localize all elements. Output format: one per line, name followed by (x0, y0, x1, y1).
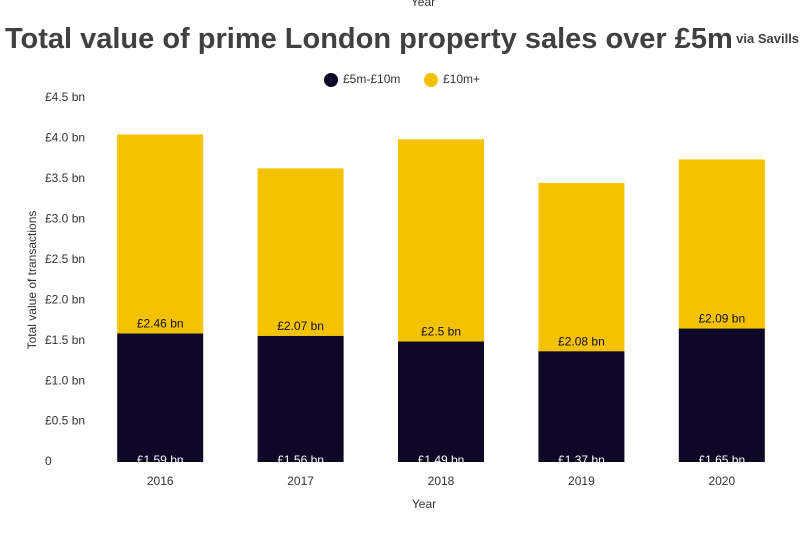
y-tick-label: £4.5 bn (45, 90, 85, 104)
data-label: £1.59 bn (137, 453, 184, 467)
cropped-label: Year (411, 0, 435, 9)
y-tick-label: £3.0 bn (45, 212, 85, 226)
legend-label: £10m+ (443, 72, 480, 86)
legend-label: £5m-£10m (343, 72, 400, 86)
y-tick-label: £1.5 bn (45, 333, 85, 347)
data-label: £2.07 bn (277, 319, 324, 333)
y-tick-label: £2.0 bn (45, 292, 85, 306)
x-tick-label: 2020 (708, 474, 735, 488)
x-tick-label: 2019 (568, 474, 595, 488)
y-tick-label: £2.5 bn (45, 252, 85, 266)
y-tick-label: 0 (45, 454, 52, 468)
bar-segment (117, 333, 204, 462)
data-label: £2.09 bn (698, 312, 745, 326)
x-axis-label: Year (412, 497, 436, 511)
x-tick-label: 2017 (287, 474, 314, 488)
data-label: £2.08 bn (558, 334, 605, 348)
y-tick-label: £0.5 bn (45, 414, 85, 428)
y-tick-label: £1.0 bn (45, 373, 85, 387)
y-tick-label: £3.5 bn (45, 171, 85, 185)
x-tick-label: 2018 (428, 474, 455, 488)
data-label: £1.65 bn (698, 453, 745, 467)
bar-segment (117, 134, 204, 334)
legend-swatch (424, 73, 438, 87)
bar-segment (678, 328, 765, 462)
bar-segment (257, 335, 344, 462)
data-label: £2.5 bn (421, 325, 461, 339)
legend-swatch (324, 73, 338, 87)
y-axis-label: Total value of transactions (25, 211, 39, 350)
bar-segment (257, 168, 344, 336)
title-line: Total value of prime London property sal… (5, 23, 799, 55)
data-label: £1.56 bn (277, 453, 324, 467)
bar-segment (538, 182, 625, 352)
bar-segment (398, 139, 484, 342)
data-label: £1.49 bn (418, 453, 465, 467)
data-label: £1.37 bn (558, 453, 605, 467)
bar-segment (678, 159, 765, 329)
x-tick-label: 2016 (147, 474, 174, 488)
chart-subtitle: via Savills (736, 31, 799, 46)
data-label: £2.46 bn (137, 317, 184, 331)
bar-segment (538, 351, 625, 462)
y-tick-label: £4.0 bn (45, 131, 85, 145)
chart-title: Total value of prime London property sal… (5, 23, 733, 55)
bar-segment (398, 341, 484, 462)
